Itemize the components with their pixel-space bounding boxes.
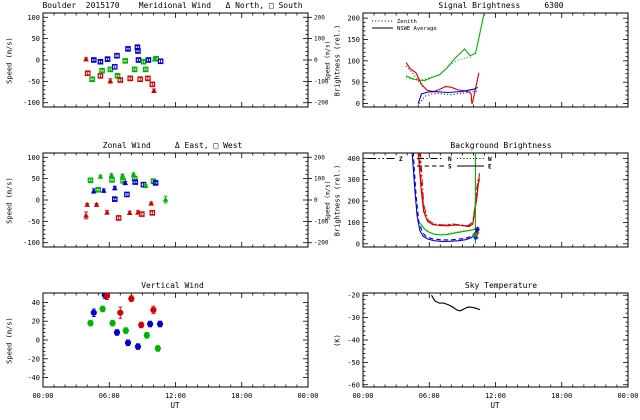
svg-text:-200: -200 <box>314 100 329 107</box>
svg-text:-100: -100 <box>23 99 40 107</box>
svg-text:00:00: 00:00 <box>32 392 53 400</box>
title-sky-temperature: Sky Temperature <box>464 281 538 290</box>
svg-text:-200: -200 <box>314 240 329 247</box>
ylabel-kelvin-sky: (K) <box>333 333 342 347</box>
svg-text:S: S <box>448 164 452 171</box>
svg-text:-50: -50 <box>347 359 360 367</box>
svg-text:-40: -40 <box>27 374 40 382</box>
title-vertical-wind: Vertical Wind <box>141 281 204 290</box>
svg-text:0: 0 <box>356 100 360 108</box>
svg-text:0: 0 <box>36 197 40 205</box>
svg-text:00:00: 00:00 <box>297 392 318 400</box>
svg-text:E: E <box>488 164 492 171</box>
ylabel-speed-meridional: Speed (m/s) <box>5 36 14 84</box>
svg-text:18:00: 18:00 <box>551 392 572 400</box>
svg-text:50: 50 <box>352 79 360 87</box>
svg-text:400: 400 <box>347 155 360 163</box>
ylabel-speed-vertical: Speed (m/s) <box>5 316 14 364</box>
svg-text:0: 0 <box>314 57 318 64</box>
svg-text:100: 100 <box>314 176 325 183</box>
xlabel-ut-right: UT <box>490 401 500 410</box>
svg-text:0: 0 <box>36 57 40 65</box>
svg-text:00:00: 00:00 <box>617 392 638 400</box>
svg-text:-100: -100 <box>314 78 329 85</box>
ylabel-brightness-signal: Brightness (rel.) <box>333 24 342 96</box>
svg-text:-20: -20 <box>347 292 360 300</box>
svg-text:-30: -30 <box>347 314 360 322</box>
svg-text:300: 300 <box>347 176 360 184</box>
svg-text:-60: -60 <box>347 381 360 389</box>
svg-text:18:00: 18:00 <box>231 392 252 400</box>
svg-text:200: 200 <box>314 154 325 161</box>
svg-text:100: 100 <box>347 219 360 227</box>
svg-text:-50: -50 <box>27 78 40 86</box>
svg-text:50: 50 <box>32 35 40 43</box>
svg-text:NSWE Average: NSWE Average <box>397 26 437 32</box>
svg-text:-100: -100 <box>314 218 329 225</box>
svg-text:-50: -50 <box>27 218 40 226</box>
ylabel-brightness-background: Brightness (rel.) <box>333 164 342 236</box>
svg-text:12:00: 12:00 <box>165 392 186 400</box>
y2label-speed-meridional: Speed (m/s) <box>324 40 332 80</box>
svg-text:40: 40 <box>32 299 40 307</box>
svg-text:-40: -40 <box>347 337 360 345</box>
panel-meridional-wind: -100 -50 0 50 100 -200 -100 0 100 200 <box>23 12 329 108</box>
svg-text:200: 200 <box>347 198 360 206</box>
svg-text:06:00: 06:00 <box>99 392 120 400</box>
svg-text:100: 100 <box>27 154 40 162</box>
panel-background-brightness: 0 100 200 300 400 Z N W S E <box>347 152 629 248</box>
svg-text:200: 200 <box>347 15 360 23</box>
svg-text:Z: Z <box>399 156 403 163</box>
svg-text:0: 0 <box>36 337 40 345</box>
title-signal-brightness: Signal Brightness 6300 <box>438 1 564 10</box>
svg-text:N: N <box>448 156 452 163</box>
svg-text:100: 100 <box>27 14 40 22</box>
svg-text:150: 150 <box>347 36 360 44</box>
svg-text:50: 50 <box>32 175 40 183</box>
svg-text:W: W <box>488 156 492 163</box>
svg-text:200: 200 <box>314 14 325 21</box>
panel-vertical-wind: -40 -20 0 20 40 00:00 06:00 12:00 18:00 00:00 <box>27 292 319 400</box>
title-background-brightness: Background Brightness <box>450 141 552 150</box>
svg-text:100: 100 <box>314 36 325 43</box>
svg-text:20: 20 <box>32 318 40 326</box>
xlabel-ut-left: UT <box>170 401 180 410</box>
svg-text:12:00: 12:00 <box>485 392 506 400</box>
ylabel-speed-zonal: Speed (m/s) <box>5 176 14 224</box>
y2label-speed-zonal: Speed (m/s) <box>324 180 332 220</box>
panel-zonal-wind: -100 -50 0 50 100 -200 -100 0 100 200 <box>23 152 329 248</box>
svg-text:100: 100 <box>347 57 360 65</box>
svg-text:0: 0 <box>314 197 318 204</box>
svg-text:00:00: 00:00 <box>352 392 373 400</box>
svg-text:0: 0 <box>356 240 360 248</box>
svg-text:-20: -20 <box>27 355 40 363</box>
svg-text:-100: -100 <box>23 239 40 247</box>
svg-text:Zenith: Zenith <box>397 19 417 25</box>
svg-text:06:00: 06:00 <box>419 392 440 400</box>
title-meridional-wind: Boulder 2015170 Meridional Wind Δ North,… <box>42 1 303 10</box>
panel-sky-temperature: -60 -50 -40 -30 -20 00:00 06:00 12:00 18:00 00:00 <box>347 292 638 400</box>
title-zonal-wind: Zonal Wind Δ East, □ West <box>102 141 243 150</box>
